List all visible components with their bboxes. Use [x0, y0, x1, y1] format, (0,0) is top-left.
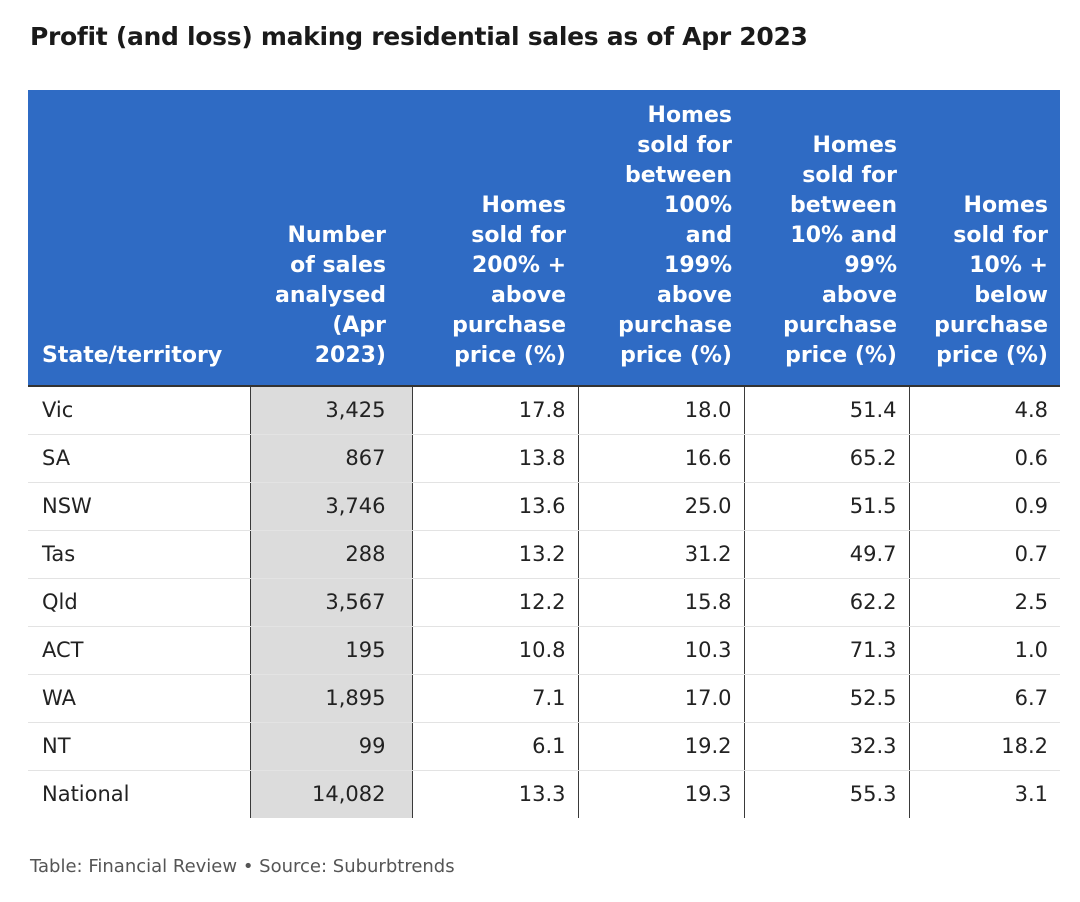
sales-count-cell: 14,082 — [250, 770, 413, 818]
header-row: State/territory Number of sales analysed… — [28, 90, 1060, 387]
column-header-state: State/territory — [28, 90, 250, 387]
state-cell: NT — [28, 722, 251, 771]
sales-count-cell: 1,895 — [250, 674, 413, 723]
pct-below-cell: 0.6 — [909, 434, 1060, 483]
table-row: Qld 3,567 12.2 15.8 62.2 2.5 — [28, 578, 1060, 627]
pct-200-plus-cell: 10.8 — [412, 626, 579, 675]
pct-200-plus-cell: 6.1 — [412, 722, 579, 771]
pct-200-plus-cell: 13.6 — [412, 482, 579, 531]
pct-100-199-cell: 25.0 — [578, 482, 745, 531]
table-row: Tas 288 13.2 31.2 49.7 0.7 — [28, 530, 1060, 579]
sales-count-cell: 867 — [250, 434, 413, 483]
pct-200-plus-cell: 7.1 — [412, 674, 579, 723]
sales-count-cell: 288 — [250, 530, 413, 579]
pct-10-99-cell: 55.3 — [744, 770, 910, 818]
pct-below-cell: 0.7 — [909, 530, 1060, 579]
table-row: NSW 3,746 13.6 25.0 51.5 0.9 — [28, 482, 1060, 531]
pct-below-cell: 6.7 — [909, 674, 1060, 723]
table-row: WA 1,895 7.1 17.0 52.5 6.7 — [28, 674, 1060, 723]
state-cell: Qld — [28, 578, 251, 627]
pct-10-99-cell: 51.5 — [744, 482, 910, 531]
column-header-10-plus-below: Homes sold for 10% + below purchase pric… — [909, 90, 1060, 387]
sales-count-cell: 195 — [250, 626, 413, 675]
state-cell: National — [28, 770, 251, 818]
pct-200-plus-cell: 17.8 — [412, 386, 579, 435]
state-cell: SA — [28, 434, 251, 483]
data-table: State/territory Number of sales analysed… — [28, 90, 1060, 818]
pct-10-99-cell: 65.2 — [744, 434, 910, 483]
pct-100-199-cell: 19.3 — [578, 770, 745, 818]
pct-below-cell: 1.0 — [909, 626, 1060, 675]
column-header-100-199-above: Homes sold for between 100% and 199% abo… — [578, 90, 744, 387]
column-header-number-of-sales: Number of sales analysed (Apr 2023) — [250, 90, 412, 387]
pct-100-199-cell: 19.2 — [578, 722, 745, 771]
pct-100-199-cell: 31.2 — [578, 530, 745, 579]
sales-count-cell: 3,425 — [250, 386, 413, 435]
pct-100-199-cell: 18.0 — [578, 386, 745, 435]
state-cell: Tas — [28, 530, 251, 579]
sales-count-cell: 99 — [250, 722, 413, 771]
pct-below-cell: 0.9 — [909, 482, 1060, 531]
pct-100-199-cell: 16.6 — [578, 434, 745, 483]
pct-100-199-cell: 17.0 — [578, 674, 745, 723]
chart-title: Profit (and loss) making residential sal… — [30, 22, 808, 51]
column-header-200-plus-above: Homes sold for 200% + above purchase pri… — [412, 90, 578, 387]
source-footer: Table: Financial Review • Source: Suburb… — [30, 856, 455, 877]
pct-200-plus-cell: 12.2 — [412, 578, 579, 627]
table-row: National 14,082 13.3 19.3 55.3 3.1 — [28, 770, 1060, 818]
pct-100-199-cell: 15.8 — [578, 578, 745, 627]
pct-10-99-cell: 62.2 — [744, 578, 910, 627]
state-cell: ACT — [28, 626, 251, 675]
pct-200-plus-cell: 13.2 — [412, 530, 579, 579]
state-cell: WA — [28, 674, 251, 723]
pct-10-99-cell: 49.7 — [744, 530, 910, 579]
pct-below-cell: 2.5 — [909, 578, 1060, 627]
pct-200-plus-cell: 13.3 — [412, 770, 579, 818]
state-cell: NSW — [28, 482, 251, 531]
pct-below-cell: 18.2 — [909, 722, 1060, 771]
column-header-10-99-above: Homes sold for between 10% and 99% above… — [744, 90, 909, 387]
sales-count-cell: 3,746 — [250, 482, 413, 531]
sales-count-cell: 3,567 — [250, 578, 413, 627]
state-cell: Vic — [28, 386, 251, 435]
table-row: ACT 195 10.8 10.3 71.3 1.0 — [28, 626, 1060, 675]
pct-10-99-cell: 51.4 — [744, 386, 910, 435]
pct-10-99-cell: 52.5 — [744, 674, 910, 723]
pct-10-99-cell: 71.3 — [744, 626, 910, 675]
pct-100-199-cell: 10.3 — [578, 626, 745, 675]
table-row: Vic 3,425 17.8 18.0 51.4 4.8 — [28, 386, 1060, 435]
table-row: NT 99 6.1 19.2 32.3 18.2 — [28, 722, 1060, 771]
table-row: SA 867 13.8 16.6 65.2 0.6 — [28, 434, 1060, 483]
pct-below-cell: 3.1 — [1014, 782, 1048, 807]
pct-below-cell: 4.8 — [909, 386, 1060, 435]
pct-200-plus-cell: 13.8 — [412, 434, 579, 483]
table-body: Vic 3,425 17.8 18.0 51.4 4.8 SA 867 13.8 16.6 65.2… — [28, 386, 1060, 818]
pct-10-99-cell: 32.3 — [744, 722, 910, 771]
